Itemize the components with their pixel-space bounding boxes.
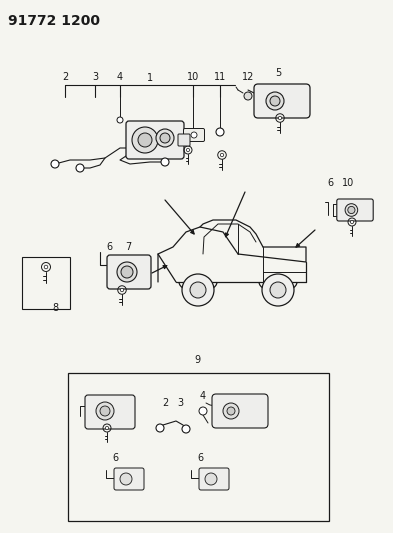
- Text: 5: 5: [275, 68, 281, 78]
- Bar: [22, 257, 70, 309]
- Circle shape: [161, 158, 169, 166]
- Circle shape: [156, 129, 174, 147]
- Circle shape: [266, 92, 284, 110]
- Circle shape: [44, 265, 48, 269]
- FancyBboxPatch shape: [254, 84, 310, 118]
- Circle shape: [270, 96, 280, 106]
- Circle shape: [138, 133, 152, 147]
- Circle shape: [96, 402, 114, 420]
- Text: 6: 6: [197, 453, 203, 463]
- Circle shape: [120, 473, 132, 485]
- Circle shape: [120, 288, 124, 292]
- Bar: [68, 373, 329, 521]
- FancyBboxPatch shape: [85, 395, 135, 429]
- Text: 4: 4: [200, 391, 206, 401]
- FancyBboxPatch shape: [199, 468, 229, 490]
- Circle shape: [100, 406, 110, 416]
- Circle shape: [199, 407, 207, 415]
- FancyBboxPatch shape: [114, 468, 144, 490]
- FancyBboxPatch shape: [178, 134, 190, 146]
- Circle shape: [132, 127, 158, 153]
- Text: 7: 7: [125, 242, 131, 252]
- Circle shape: [182, 425, 190, 433]
- Text: 6: 6: [327, 178, 333, 188]
- Circle shape: [348, 206, 355, 214]
- Text: 3: 3: [92, 72, 98, 82]
- Circle shape: [227, 407, 235, 415]
- Text: 3: 3: [177, 398, 183, 408]
- Circle shape: [51, 160, 59, 168]
- Text: 11: 11: [214, 72, 226, 82]
- Text: 8: 8: [52, 303, 58, 313]
- Circle shape: [190, 282, 206, 298]
- Circle shape: [220, 154, 224, 157]
- Circle shape: [182, 274, 214, 306]
- Circle shape: [351, 221, 354, 224]
- Circle shape: [105, 426, 108, 430]
- Circle shape: [156, 424, 164, 432]
- Circle shape: [244, 92, 252, 100]
- Text: 10: 10: [342, 178, 354, 188]
- Circle shape: [345, 204, 358, 216]
- Text: 6: 6: [112, 453, 118, 463]
- Circle shape: [270, 282, 286, 298]
- Circle shape: [223, 403, 239, 419]
- Text: 12: 12: [242, 72, 254, 82]
- Circle shape: [191, 132, 197, 138]
- FancyBboxPatch shape: [337, 199, 373, 221]
- Circle shape: [117, 262, 137, 282]
- Text: 91772 1200: 91772 1200: [8, 14, 100, 28]
- Circle shape: [76, 164, 84, 172]
- Circle shape: [160, 133, 170, 143]
- Text: 6: 6: [106, 242, 112, 252]
- Circle shape: [186, 148, 189, 151]
- Circle shape: [117, 117, 123, 123]
- FancyBboxPatch shape: [107, 255, 151, 289]
- FancyBboxPatch shape: [126, 121, 184, 159]
- Circle shape: [262, 274, 294, 306]
- Text: 1: 1: [147, 73, 153, 83]
- Text: 2: 2: [162, 398, 168, 408]
- Text: 4: 4: [117, 72, 123, 82]
- Circle shape: [216, 128, 224, 136]
- Text: 10: 10: [187, 72, 199, 82]
- Circle shape: [121, 266, 133, 278]
- Text: 2: 2: [62, 72, 68, 82]
- FancyBboxPatch shape: [212, 394, 268, 428]
- FancyBboxPatch shape: [184, 128, 204, 141]
- Text: 9: 9: [194, 355, 200, 365]
- Circle shape: [278, 116, 282, 120]
- Circle shape: [205, 473, 217, 485]
